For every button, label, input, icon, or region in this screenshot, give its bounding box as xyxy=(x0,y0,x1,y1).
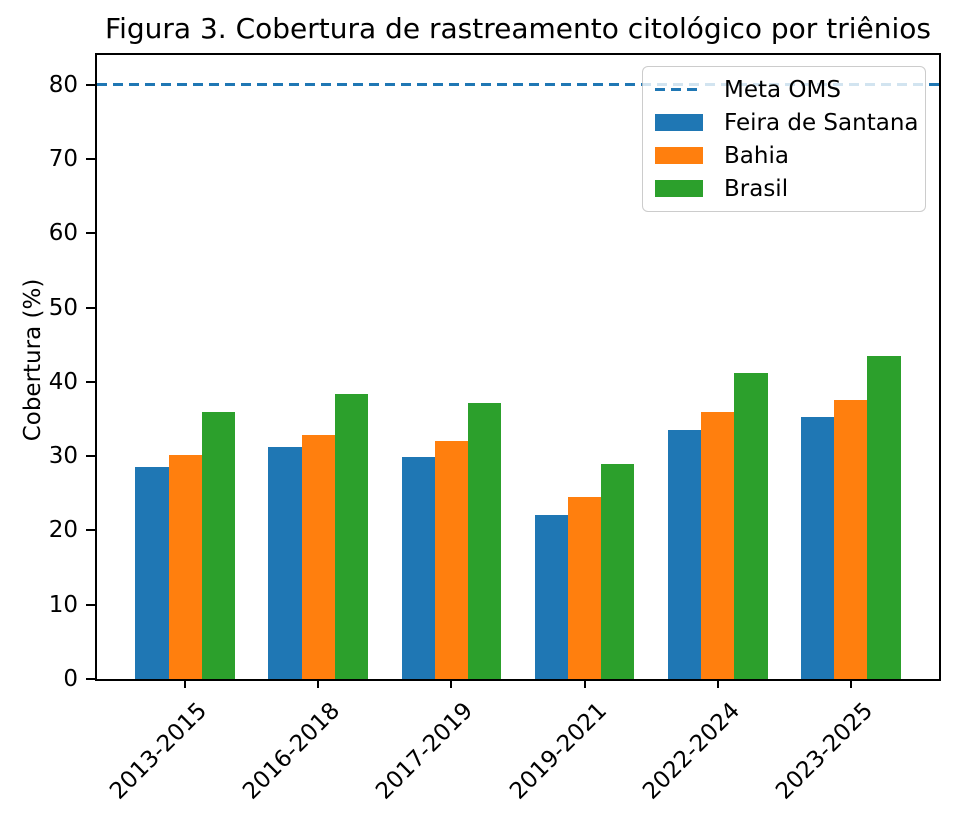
y-tick-label-70: 70 xyxy=(48,146,78,172)
meta-oms-line xyxy=(97,83,939,87)
legend: Meta OMS Feira de Santana Bahia Brasil xyxy=(642,66,926,212)
chart-title: Figura 3. Cobertura de rastreamento cito… xyxy=(105,12,931,45)
bar-feira-de-santana-2019-2021 xyxy=(534,514,568,679)
y-tick-label-20: 20 xyxy=(48,517,78,544)
x-tick-2019-2021 xyxy=(583,681,586,688)
y-tick-10 xyxy=(86,603,95,606)
bar-bahia-2022-2024 xyxy=(701,412,735,679)
x-tick-label-2017-2019: 2017-2019 xyxy=(371,697,479,805)
legend-row-brasil: Brasil xyxy=(655,173,913,205)
x-tick-2013-2015 xyxy=(184,681,187,688)
bars-layer xyxy=(97,55,939,679)
x-tick-label-2013-2015: 2013-2015 xyxy=(105,697,213,805)
y-tick-label-40: 40 xyxy=(48,368,78,395)
y-tick-20 xyxy=(86,529,95,532)
bar-brasil-2023-2025 xyxy=(867,355,901,679)
y-tick-30 xyxy=(86,455,95,458)
bar-bahia-2016-2018 xyxy=(301,435,335,679)
bar-brasil-2017-2019 xyxy=(468,402,502,679)
x-tick-2023-2025 xyxy=(849,681,852,688)
bar-feira-de-santana-2023-2025 xyxy=(800,416,835,679)
y-tick-label-30: 30 xyxy=(48,443,78,470)
y-tick-label-0: 0 xyxy=(63,666,78,692)
x-tick-2022-2024 xyxy=(716,681,719,688)
x-tick-label-2019-2021: 2019-2021 xyxy=(504,697,612,805)
y-tick-80 xyxy=(86,83,95,86)
legend-row-bahia: Bahia xyxy=(655,140,913,172)
bar-feira-de-santana-2017-2019 xyxy=(401,456,435,679)
feira-de-santana-color-swatch xyxy=(655,114,703,131)
bar-feira-de-santana-2013-2015 xyxy=(135,467,169,679)
bar-bahia-2019-2021 xyxy=(567,497,602,679)
bar-brasil-2022-2024 xyxy=(734,372,768,679)
brasil-color-swatch xyxy=(655,180,703,197)
x-tick-label-2016-2018: 2016-2018 xyxy=(238,697,346,805)
y-tick-label-80: 80 xyxy=(48,71,78,98)
legend-row-feira-de-santana: Feira de Santana xyxy=(655,107,919,139)
bar-brasil-2016-2018 xyxy=(334,393,369,679)
bar-bahia-2017-2019 xyxy=(434,441,469,679)
bar-feira-de-santana-2016-2018 xyxy=(268,447,302,679)
bar-bahia-2013-2015 xyxy=(168,454,202,679)
x-tick-2017-2019 xyxy=(450,681,453,688)
legend-label-feira-de-santana: Feira de Santana xyxy=(724,109,919,136)
meta-oms-dashed-line-sample xyxy=(655,88,703,91)
legend-row-meta-oms: Meta OMS xyxy=(655,74,913,106)
bar-feira-de-santana-2022-2024 xyxy=(667,430,702,679)
bar-brasil-2013-2015 xyxy=(201,412,236,679)
legend-label-brasil: Brasil xyxy=(724,175,789,202)
bar-bahia-2023-2025 xyxy=(834,400,868,679)
x-tick-label-2022-2024: 2022-2024 xyxy=(637,697,745,805)
x-tick-label-2023-2025: 2023-2025 xyxy=(770,697,878,805)
legend-label-meta-oms: Meta OMS xyxy=(724,76,841,103)
y-tick-label-50: 50 xyxy=(48,294,78,321)
x-tick-2016-2018 xyxy=(317,681,320,688)
bahia-color-swatch xyxy=(655,147,703,164)
y-tick-60 xyxy=(86,232,95,235)
bar-brasil-2019-2021 xyxy=(601,464,635,679)
y-tick-label-10: 10 xyxy=(48,591,78,618)
y-tick-40 xyxy=(86,380,95,383)
y-tick-0 xyxy=(86,678,95,680)
legend-label-bahia: Bahia xyxy=(724,142,789,169)
y-tick-50 xyxy=(86,306,95,309)
y-tick-label-60: 60 xyxy=(48,220,78,247)
y-tick-70 xyxy=(86,158,95,160)
